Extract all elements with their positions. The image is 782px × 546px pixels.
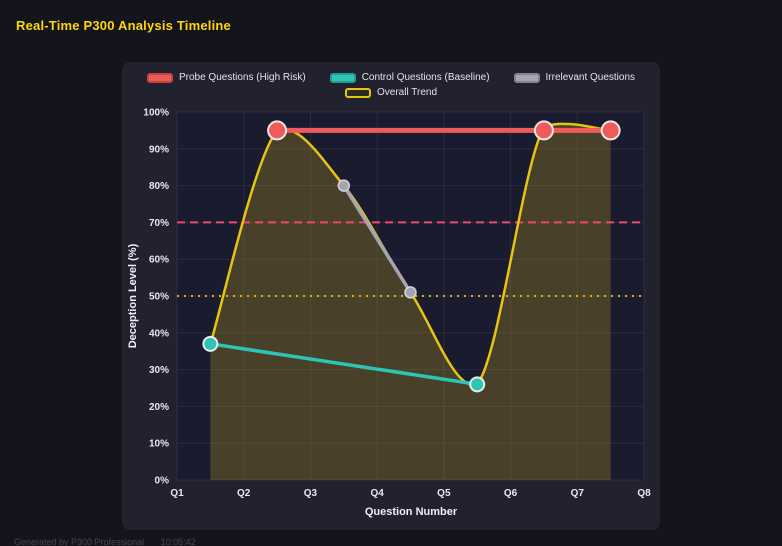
legend-swatch-probe-questions-high-risk — [146, 72, 173, 83]
legend-item-overall-trend[interactable]: Overall Trend — [344, 87, 438, 98]
legend-label-control-questions-baseline: Control Questions (Baseline) — [361, 72, 490, 83]
y-axis-title: Deception Level (%) — [127, 243, 139, 348]
y-tick-label: 40% — [149, 328, 169, 339]
y-tick-label: 80% — [149, 181, 169, 192]
chart-svg: 0% 10% 20% 30% 40% 50% 60% 70% 80% 90% 100% Q1 Q2 Q3 Q… — [127, 108, 651, 519]
x-tick-label: Q2 — [237, 488, 251, 499]
y-tick-label: 70% — [149, 218, 169, 229]
page-title: Real-Time P300 Analysis Timeline — [16, 18, 231, 33]
point-probe-questions-high-risk[interactable] — [600, 120, 621, 141]
x-tick-label: Q4 — [370, 488, 384, 499]
legend-label-irrelevant-questions: Irrelevant Questions — [545, 72, 636, 83]
point-irrelevant-questions[interactable] — [404, 286, 417, 299]
x-tick-label: Q1 — [170, 488, 184, 499]
point-control-questions-baseline[interactable] — [202, 335, 219, 352]
x-tick-label: Q3 — [304, 488, 318, 499]
point-control-questions-baseline[interactable] — [469, 376, 486, 393]
footer-text: Generated by P300 Professional — [14, 537, 145, 546]
series-line-irrelevant-questions — [342, 183, 413, 295]
series-area-overall-trend — [210, 123, 611, 480]
legend-swatch-overall-trend — [344, 87, 371, 98]
legend-swatch-control-questions-baseline — [329, 72, 356, 83]
y-tick-label: 0% — [155, 476, 170, 487]
point-probe-questions-high-risk[interactable] — [267, 120, 288, 141]
y-tick-label: 60% — [149, 255, 169, 266]
y-tick-label: 90% — [149, 144, 169, 155]
footer-note: Generated by P300 Professional 10:05:42 — [14, 537, 196, 546]
x-axis-title: Question Number — [365, 506, 458, 518]
y-tick-label: 10% — [149, 439, 169, 450]
chart-plot: 0% 10% 20% 30% 40% 50% 60% 70% 80% 90% 100% Q1 Q2 Q3 Q… — [143, 108, 651, 500]
y-tick-label: 50% — [149, 292, 169, 303]
x-tick-label: Q6 — [504, 488, 518, 499]
point-probe-questions-high-risk[interactable] — [533, 120, 554, 141]
legend-item-control-questions-baseline[interactable]: Control Questions (Baseline) — [329, 72, 490, 83]
legend-item-irrelevant-questions[interactable]: Irrelevant Questions — [513, 72, 636, 83]
x-tick-label: Q8 — [637, 488, 651, 499]
legend-label-probe-questions-high-risk: Probe Questions (High Risk) — [178, 72, 306, 83]
y-tick-label: 20% — [149, 402, 169, 413]
x-tick-label: Q5 — [437, 488, 451, 499]
series-line-control-questions-baseline — [208, 342, 479, 387]
chart-panel: Probe Questions (High Risk) Control Quest… — [122, 62, 660, 530]
legend-row-0: Probe Questions (High Risk) Control Quest… — [122, 70, 660, 85]
y-tick-label: 30% — [149, 365, 169, 376]
point-irrelevant-questions[interactable] — [337, 179, 351, 192]
x-tick-label: Q7 — [571, 488, 585, 499]
y-tick-label: 100% — [143, 108, 169, 119]
footer-time: 10:05:42 — [160, 537, 196, 546]
legend-label-overall-trend: Overall Trend — [376, 87, 438, 98]
legend-row-1: Overall Trend — [122, 85, 660, 100]
chart-legend: Probe Questions (High Risk) Control Quest… — [122, 62, 660, 100]
legend-item-probe-questions-high-risk[interactable]: Probe Questions (High Risk) — [146, 72, 306, 83]
legend-swatch-irrelevant-questions — [513, 72, 540, 83]
